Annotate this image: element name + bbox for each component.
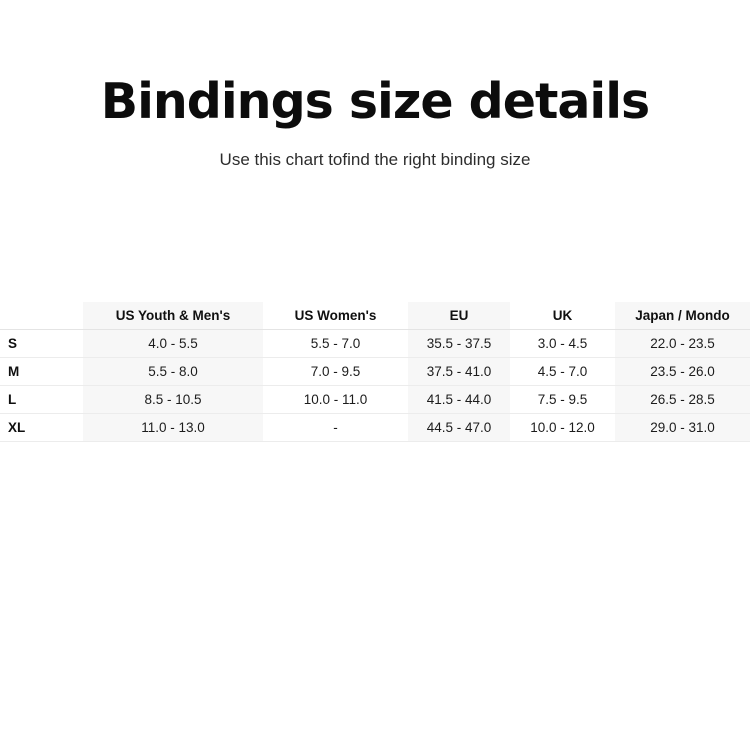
column-header: EU (408, 301, 510, 330)
value-cell: 10.0 - 11.0 (263, 385, 408, 414)
column-header: US Youth & Men's (83, 301, 263, 330)
size-label: S (0, 329, 83, 358)
size-label: M (0, 357, 83, 386)
table-header: US Youth & Men's US Women's EU UK Japan / Mo… (0, 301, 750, 330)
column-header: Japan / Mondo (615, 301, 750, 330)
size-label: XL (0, 413, 83, 442)
value-cell: 44.5 - 47.0 (408, 413, 510, 442)
value-cell: 26.5 - 28.5 (615, 385, 750, 414)
value-cell: 35.5 - 37.5 (408, 329, 510, 358)
value-cell: 3.0 - 4.5 (510, 329, 615, 358)
value-cell: 5.5 - 7.0 (263, 329, 408, 358)
bindings-size-table: US Youth & Men's US Women's EU UK Japan / Mo… (0, 301, 750, 442)
value-cell: 4.0 - 5.5 (83, 329, 263, 358)
value-cell: 37.5 - 41.0 (408, 357, 510, 386)
column-header: US Women's (263, 301, 408, 330)
value-cell: 22.0 - 23.5 (615, 329, 750, 358)
value-cell: 7.0 - 9.5 (263, 357, 408, 386)
value-cell: - (263, 413, 408, 442)
value-cell: 8.5 - 10.5 (83, 385, 263, 414)
value-cell: 11.0 - 13.0 (83, 413, 263, 442)
table-body: S 4.0 - 5.5 5.5 - 7.0 35.5 - 37.5 3.0 - 4.5 2… (0, 329, 750, 442)
value-cell: 10.0 - 12.0 (510, 413, 615, 442)
value-cell: 29.0 - 31.0 (615, 413, 750, 442)
table-row: M 5.5 - 8.0 7.0 - 9.5 37.5 - 41.0 4.5 - 7.0 2… (0, 357, 750, 386)
value-cell: 23.5 - 26.0 (615, 357, 750, 386)
value-cell: 7.5 - 9.5 (510, 385, 615, 414)
table-row: S 4.0 - 5.5 5.5 - 7.0 35.5 - 37.5 3.0 - 4.5 2… (0, 329, 750, 358)
table-row: XL 11.0 - 13.0-44.5 - 47.0 10.0 - 12.0 29.0… (0, 413, 750, 442)
column-header: UK (510, 301, 615, 330)
table-row: L 8.5 - 10.5 10.0 - 11.0 41.5 - 44.0 7.5 - 9… (0, 385, 750, 414)
size-label: L (0, 385, 83, 414)
page-title: Bindings size details (100, 73, 650, 130)
value-cell: 5.5 - 8.0 (83, 357, 263, 386)
table-header-row: US Youth & Men's US Women's EU UK Japan / Mo… (0, 301, 750, 330)
value-cell: 4.5 - 7.0 (510, 357, 615, 386)
value-cell: 41.5 - 44.0 (408, 385, 510, 414)
page-subtitle: Use this chart tofind the right binding … (219, 149, 531, 169)
size-column-header (0, 301, 83, 330)
